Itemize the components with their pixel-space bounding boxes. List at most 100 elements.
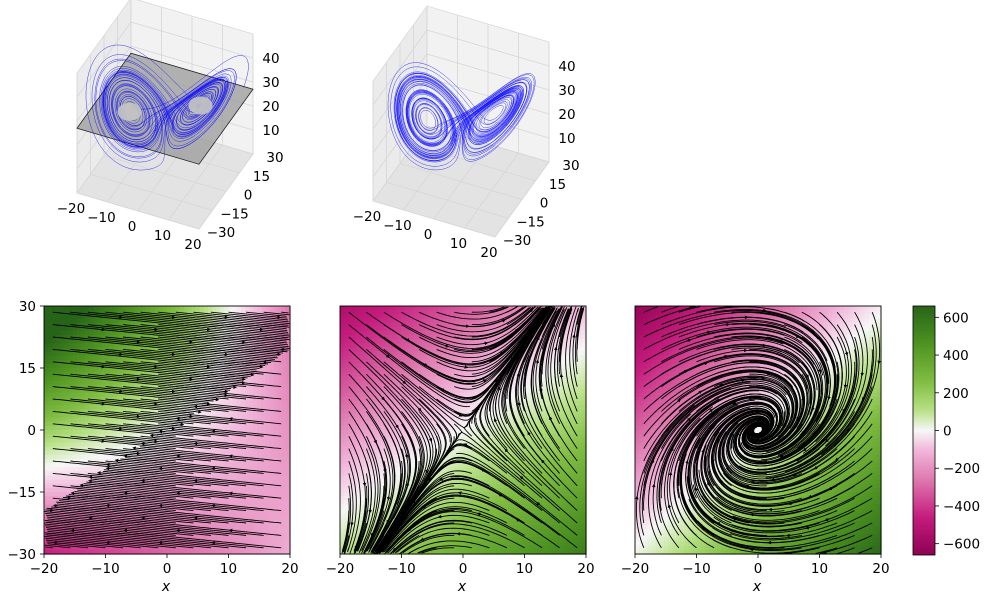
heat-cell: [381, 430, 386, 435]
streamline: [228, 361, 266, 366]
heat-cell: [64, 417, 70, 423]
heat-cell: [253, 401, 258, 406]
heat-cell: [89, 417, 94, 423]
heat-cell: [281, 545, 287, 551]
heat-cell: [393, 463, 398, 468]
heat-cell: [364, 343, 370, 348]
heat-cell: [191, 533, 197, 539]
heat-cell: [344, 380, 349, 386]
heat-cell: [397, 430, 403, 435]
heat-cell: [158, 363, 164, 369]
heat-cell: [117, 343, 123, 348]
heat-cell: [134, 314, 139, 319]
heat-cell: [257, 409, 262, 415]
heat-cell: [134, 326, 139, 332]
heat-cell: [257, 479, 262, 485]
heat-cell: [212, 516, 217, 522]
heat-cell: [80, 306, 86, 311]
heat-cell: [44, 392, 49, 398]
heat-cell: [344, 376, 349, 381]
heat-cell: [72, 529, 78, 534]
heat-cell: [52, 351, 57, 357]
y-tick-label: 30: [562, 158, 579, 174]
streamline: [97, 473, 211, 487]
heat-cell: [187, 508, 193, 514]
heat-cell: [273, 487, 279, 493]
heat-cell: [117, 463, 123, 468]
heat-cell: [261, 438, 266, 443]
heat-cell: [121, 450, 127, 456]
streamline: [228, 324, 288, 331]
heat-cell: [76, 401, 82, 406]
heat-cell: [199, 479, 205, 485]
heat-cell: [340, 520, 345, 526]
heat-cell: [64, 450, 70, 456]
heat-cell: [154, 401, 160, 406]
heat-cell: [130, 330, 135, 336]
heat-cell: [344, 347, 349, 353]
heat-cell: [138, 306, 143, 311]
heat-cell: [113, 355, 119, 361]
heat-cell: [228, 368, 234, 373]
heat-cell: [109, 343, 115, 348]
heat-cell: [68, 388, 74, 394]
heat-cell: [236, 384, 242, 390]
heat-cell: [397, 388, 403, 394]
heat-cell: [146, 409, 152, 415]
heat-cell: [101, 434, 107, 439]
heat-cell: [257, 487, 262, 493]
heat-cell: [281, 417, 287, 423]
heat-cell: [381, 314, 386, 319]
heat-cell: [285, 359, 291, 365]
heat-cell: [113, 306, 119, 311]
heat-cell: [269, 549, 275, 555]
heat-cell: [68, 401, 74, 406]
streamline: [263, 336, 290, 341]
heat-cell: [393, 363, 398, 369]
heat-cell: [269, 401, 275, 406]
heat-cell: [97, 467, 102, 472]
heat-cell: [154, 314, 160, 319]
heat-cell: [385, 376, 390, 381]
heat-cell: [232, 450, 238, 456]
heat-cell: [97, 330, 102, 336]
heat-cell: [85, 417, 90, 423]
heat-cell: [216, 545, 221, 551]
heat-cell: [385, 359, 390, 365]
heat-cell: [340, 496, 345, 501]
heat-cell: [212, 306, 217, 311]
heat-cell: [273, 442, 279, 448]
heat-cell: [244, 475, 250, 481]
heat-cell: [352, 351, 357, 357]
heat-cell: [212, 479, 217, 485]
heat-cell: [121, 417, 127, 423]
heat-cell: [224, 549, 230, 555]
heat-cell: [171, 525, 176, 530]
heat-cell: [285, 525, 291, 530]
heat-cell: [273, 347, 279, 353]
heat-cell: [269, 450, 275, 456]
heat-cell: [381, 450, 386, 456]
heat-cell: [146, 541, 152, 547]
heat-cell: [117, 339, 123, 344]
heat-cell: [179, 380, 184, 386]
heat-cell: [273, 500, 279, 505]
heat-cell: [105, 475, 111, 481]
heat-cell: [113, 454, 119, 460]
heat-cell: [150, 458, 156, 464]
heat-cell: [216, 417, 221, 423]
heat-cell: [360, 479, 366, 485]
heat-cell: [179, 516, 184, 522]
heat-cell: [224, 520, 230, 526]
heat-cell: [85, 347, 90, 353]
heat-cell: [360, 409, 366, 415]
streamline: [138, 447, 264, 462]
heat-cell: [273, 363, 279, 369]
heat-cell: [281, 467, 287, 472]
heat-cell: [179, 355, 184, 361]
heat-cell: [285, 450, 291, 456]
heat-cell: [281, 392, 287, 398]
heat-cell: [360, 475, 366, 481]
streamline: [46, 507, 194, 524]
heat-cell: [277, 529, 283, 534]
